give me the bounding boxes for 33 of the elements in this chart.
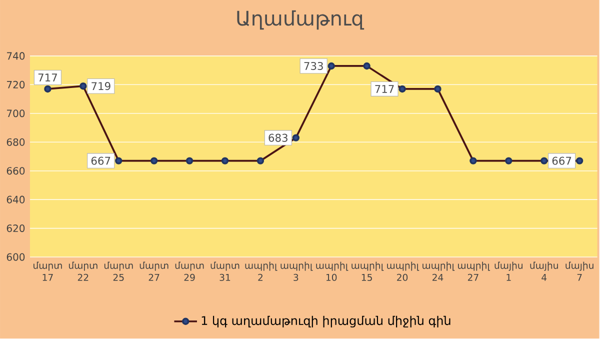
y-tick-label: 700	[7, 110, 25, 118]
x-tick-label: ապրիլ 27	[458, 262, 490, 281]
x-tick-label: մայիս 4	[530, 262, 558, 281]
x-tick-label: ապրիլ 20	[387, 262, 420, 282]
x-tick-label: ապրիլ 10	[316, 262, 348, 282]
x-tick-label: մայիս 7	[566, 262, 594, 281]
x-tick-label: ապրիլ 24	[422, 262, 455, 281]
y-tick-label: 680	[6, 138, 25, 146]
x-tick-label: ապրիլ 15	[352, 262, 384, 282]
y-tick-label: 660	[6, 167, 25, 175]
x-tick-label: մարտ 17	[34, 262, 62, 281]
data-label: 667	[91, 156, 110, 166]
y-tick-label: 640	[6, 196, 25, 204]
x-tick-label: ապրիլ 2	[245, 262, 278, 281]
x-tick-label: մարտ 29	[175, 262, 204, 282]
legend-label: 1 կգ աղամաթուզի իրացման միջին գին	[202, 316, 450, 328]
x-tick-label: մարտ 25	[104, 262, 133, 282]
data-label: 733	[304, 62, 323, 70]
y-tick-label: 740	[7, 52, 25, 60]
data-label: 719	[92, 82, 110, 90]
y-tick-label: 720	[7, 81, 25, 89]
data-label: 683	[268, 134, 288, 142]
y-tick-label: 620	[6, 224, 25, 232]
data-label: 667	[552, 156, 572, 166]
x-tick-label: ապրիլ 3	[280, 262, 313, 282]
chart-title: Աղամաթուզ	[237, 10, 364, 30]
x-tick-label: մարտ 31	[210, 262, 240, 282]
data-label: 717	[38, 74, 57, 82]
data-label: 717	[375, 85, 394, 94]
x-tick-label: մայիս 1	[494, 262, 522, 281]
y-tick-label: 600	[6, 253, 25, 262]
x-tick-label: մարտ 22	[68, 262, 98, 281]
x-tick-label: մարտ 27	[140, 262, 168, 281]
